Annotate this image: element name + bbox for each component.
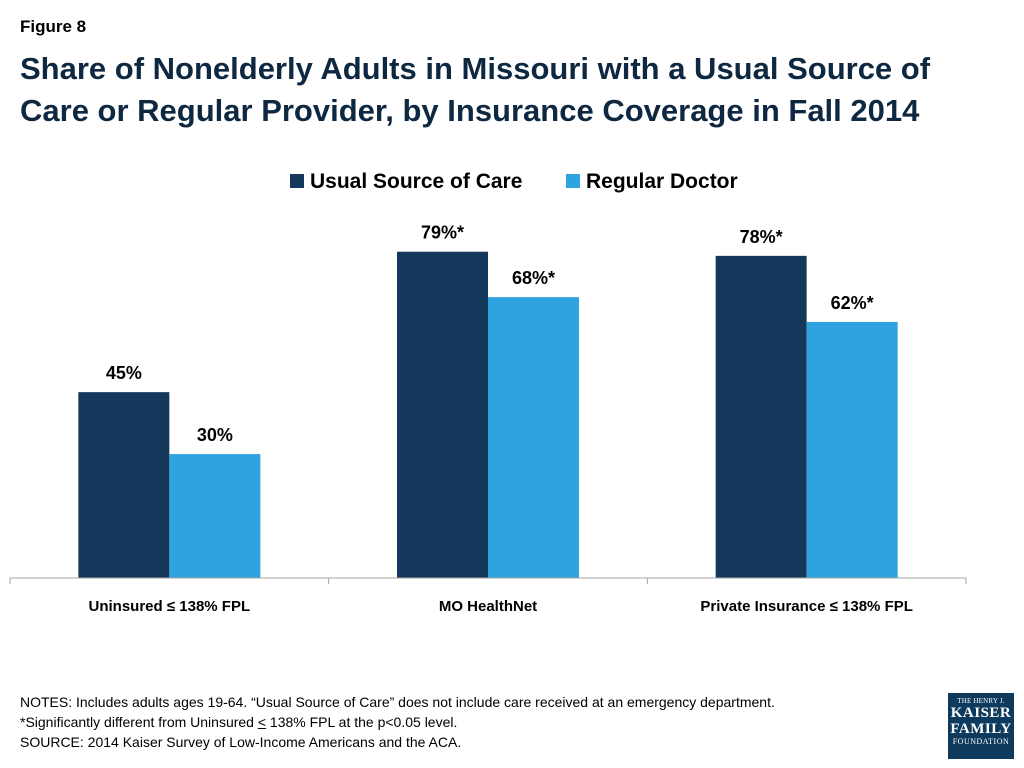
data-label-2-1: 62%* — [831, 293, 874, 313]
category-label-0: Uninsured ≤ 138% FPL — [89, 598, 251, 615]
bar-1-1 — [488, 297, 579, 578]
notes-line-1: NOTES: Includes adults ages 19-64. “Usua… — [20, 694, 775, 710]
data-label-1-1: 68%* — [512, 268, 555, 288]
notes-le-symbol: < — [257, 714, 267, 730]
chart-title: Share of Nonelderly Adults in Missouri w… — [20, 51, 931, 128]
bar-0-1 — [169, 454, 261, 578]
figure-label: Figure 8 — [20, 17, 87, 36]
logo-line-4: FOUNDATION — [952, 737, 1010, 746]
bar-0-0 — [78, 392, 170, 578]
notes-source: SOURCE: 2014 Kaiser Survey of Low-Income… — [20, 734, 462, 750]
legend-swatch-1 — [566, 174, 580, 188]
bar-2-1 — [806, 321, 898, 578]
bar-1-0 — [397, 251, 488, 579]
legend-label-1: Regular Doctor — [586, 170, 738, 193]
bar-2-0 — [715, 255, 807, 579]
data-label-0-0: 45% — [106, 363, 142, 383]
logo-line-3: FAMILY — [950, 721, 1012, 737]
category-label-1: MO HealthNet — [439, 598, 537, 615]
data-label-1-0: 79%* — [421, 223, 464, 243]
kff-logo: THE HENRY J. KAISER FAMILY FOUNDATION — [948, 693, 1014, 759]
notes-line-2-post: 138% FPL at the p<0.05 level. — [266, 714, 458, 730]
legend-swatch-0 — [290, 174, 304, 188]
data-label-0-1: 30% — [197, 425, 233, 445]
legend-label-0: Usual Source of Care — [310, 170, 522, 193]
logo-line-2: KAISER — [950, 705, 1012, 721]
logo-line-1: THE HENRY J. — [957, 697, 1005, 705]
notes-line-2: *Significantly different from Uninsured … — [20, 712, 920, 732]
bar-chart: Usual Source of Care Regular Doctor 45% 30%… — [9, 170, 967, 615]
chart-notes: NOTES: Includes adults ages 19-64. “Usua… — [20, 692, 920, 752]
data-label-2-0: 78%* — [740, 227, 783, 247]
category-label-2: Private Insurance ≤ 138% FPL — [700, 598, 913, 615]
notes-line-2-pre: *Significantly different from Uninsured — [20, 714, 258, 730]
